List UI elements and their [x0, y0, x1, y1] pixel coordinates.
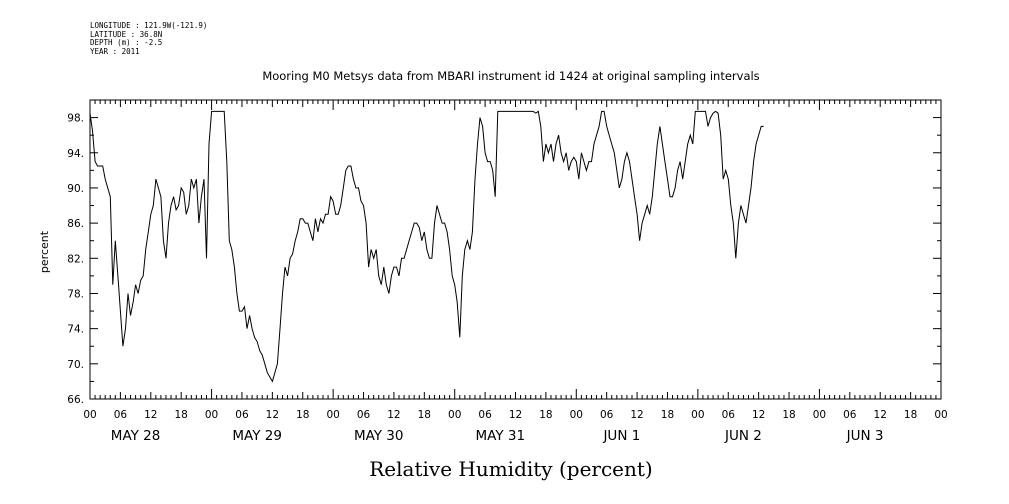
x-tick-label: 18 — [904, 409, 917, 421]
x-tick-label: 00 — [448, 409, 461, 421]
y-tick-label: 82. — [67, 253, 84, 265]
y-tick-label: 78. — [67, 288, 84, 300]
x-tick-label: 00 — [326, 409, 339, 421]
depth-label: DEPTH (m) : -2.5 — [90, 38, 163, 48]
x-tick-label: 12 — [630, 409, 643, 421]
x-tick-label: 12 — [387, 409, 400, 421]
y-tick-label: 70. — [67, 359, 84, 371]
x-tick-label: 18 — [418, 409, 431, 421]
day-label: MAY 28 — [111, 428, 161, 444]
y-tick-label: 90. — [67, 183, 84, 195]
x-axis-label: Relative Humidity (percent) — [369, 457, 652, 481]
x-tick-label: 06 — [600, 409, 614, 421]
x-tick-label: 00 — [83, 409, 96, 421]
humidity-series-line — [89, 110, 764, 383]
y-tick-label: 94. — [67, 148, 84, 160]
x-tick-label: 12 — [874, 409, 887, 421]
x-tick-label: 00 — [570, 409, 583, 421]
x-tick-label: 12 — [266, 409, 279, 421]
y-axis: 66. 70. 74. 78. 82. 86. 90. 94. 98. — [67, 99, 941, 406]
day-label: MAY 31 — [476, 428, 526, 444]
x-tick-label: 00 — [934, 409, 947, 421]
day-labels: MAY 28 MAY 29 MAY 30 MAY 31 JUN 1 JUN 2 JUN 3 — [111, 428, 884, 444]
day-label: JUN 2 — [724, 428, 762, 444]
y-tick-label: 66. — [67, 394, 84, 406]
x-tick-label: 12 — [752, 409, 765, 421]
x-tick-label: 00 — [205, 409, 218, 421]
x-axis: 00 06 12 18 00 06 12 18 00 06 12 18 00 06 12 18 00 06 12 18… — [83, 100, 948, 421]
x-tick-label: 00 — [691, 409, 704, 421]
x-tick-label: 06 — [357, 409, 371, 421]
x-tick-label: 18 — [539, 409, 552, 421]
x-tick-label: 18 — [296, 409, 309, 421]
y-axis-label: percent — [38, 230, 51, 273]
mooring-metadata: LONGITUDE : 121.9W(-121.9) LATITUDE : 36… — [90, 21, 208, 56]
day-label: JUN 1 — [602, 428, 640, 444]
x-tick-label: 06 — [235, 409, 249, 421]
x-tick-label: 06 — [478, 409, 492, 421]
plot-frame — [89, 99, 942, 400]
x-tick-label: 06 — [843, 409, 857, 421]
x-tick-label: 12 — [144, 409, 157, 421]
y-tick-label: 86. — [67, 218, 84, 230]
day-label: MAY 29 — [232, 428, 282, 444]
year-label: YEAR : 2011 — [90, 46, 140, 56]
y-tick-label: 74. — [67, 324, 84, 336]
x-tick-label: 00 — [813, 409, 826, 421]
x-tick-label: 18 — [782, 409, 795, 421]
day-label: JUN 3 — [846, 428, 884, 444]
day-label: MAY 30 — [354, 428, 404, 444]
x-tick-label: 06 — [722, 409, 736, 421]
latitude-label: LATITUDE : 36.8N — [90, 29, 163, 39]
longitude-label: LONGITUDE : 121.9W(-121.9) — [90, 21, 208, 30]
x-tick-label: 06 — [114, 409, 128, 421]
chart-title: Mooring M0 Metsys data from MBARI instru… — [262, 69, 759, 83]
x-tick-label: 18 — [661, 409, 674, 421]
x-tick-label: 12 — [509, 409, 522, 421]
x-tick-label: 18 — [174, 409, 187, 421]
y-tick-label: 98. — [67, 113, 84, 125]
